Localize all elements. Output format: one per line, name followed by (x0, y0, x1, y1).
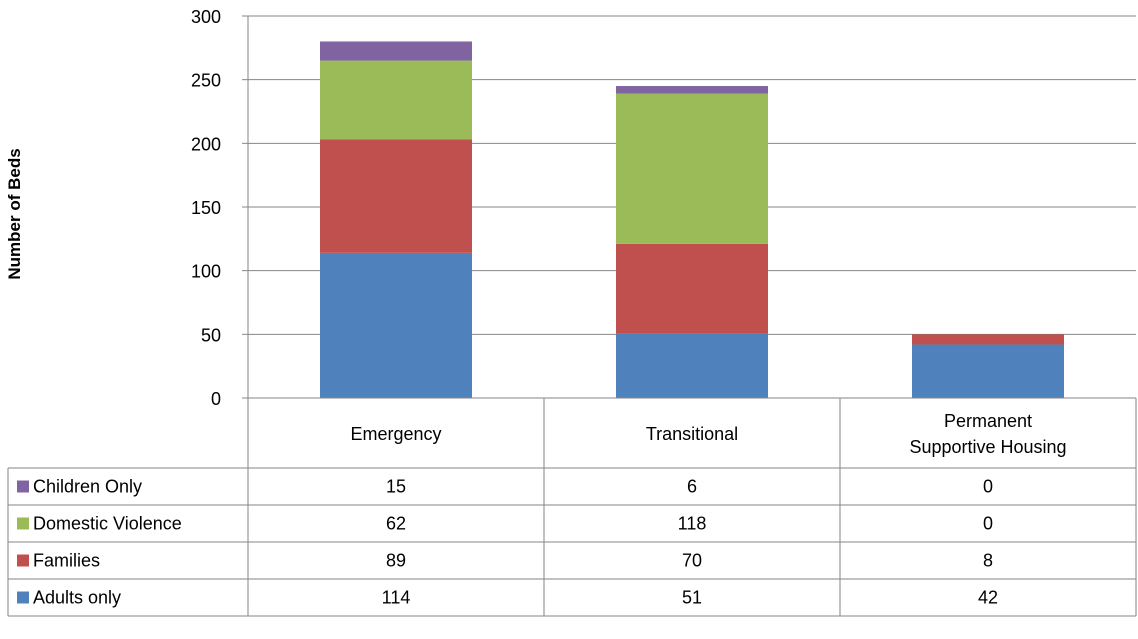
series-name: Families (33, 551, 100, 571)
bar-segment (320, 252, 472, 398)
category-label: Transitional (646, 424, 738, 444)
bar-segment (616, 93, 768, 244)
series-name: Adults only (33, 588, 121, 608)
bar-segment (912, 334, 1064, 345)
table-value: 51 (682, 588, 702, 608)
legend-swatch (17, 517, 29, 530)
series-name: Children Only (33, 477, 142, 497)
table-value: 89 (386, 551, 406, 571)
bar-segment (616, 86, 768, 94)
y-tick-label: 250 (191, 71, 221, 91)
table-value: 70 (682, 551, 702, 571)
table-value: 6 (687, 477, 697, 497)
table-value: 62 (386, 514, 406, 534)
category-label: Emergency (350, 424, 441, 444)
category-label: Permanent Supportive Housing (909, 411, 1066, 457)
bar-segment (912, 344, 1064, 398)
table-value: 8 (983, 551, 993, 571)
axes (242, 15, 1136, 399)
y-tick-labels: 0 50 100 150 200 250 300 (191, 7, 221, 409)
bar-segment (320, 41, 472, 61)
table-value: 118 (678, 514, 707, 534)
y-tick-label: 100 (191, 262, 221, 282)
series-name: Domestic Violence (33, 514, 182, 534)
legend-swatch (17, 591, 29, 604)
y-tick-label: 150 (191, 198, 221, 218)
bar-segment (320, 60, 472, 140)
table-value: 42 (978, 588, 998, 608)
y-tick-label: 200 (191, 134, 221, 154)
y-tick-label: 50 (201, 325, 221, 345)
y-axis-title: Number of Beds (5, 148, 24, 279)
bar-segment (320, 139, 472, 253)
legend-swatch (17, 480, 29, 493)
legend-swatch (17, 554, 29, 567)
table-value: 0 (983, 514, 993, 534)
bars (320, 41, 1064, 398)
data-table: Emergency Transitional Permanent Supportive… (7, 398, 1137, 617)
y-tick-label: 0 (211, 389, 221, 409)
table-value: 0 (983, 477, 993, 497)
y-tick-label: 300 (191, 7, 221, 27)
bar-segment (616, 243, 768, 334)
bar-segment (616, 333, 768, 398)
table-value: 15 (386, 477, 406, 497)
table-value: 114 (382, 588, 411, 608)
